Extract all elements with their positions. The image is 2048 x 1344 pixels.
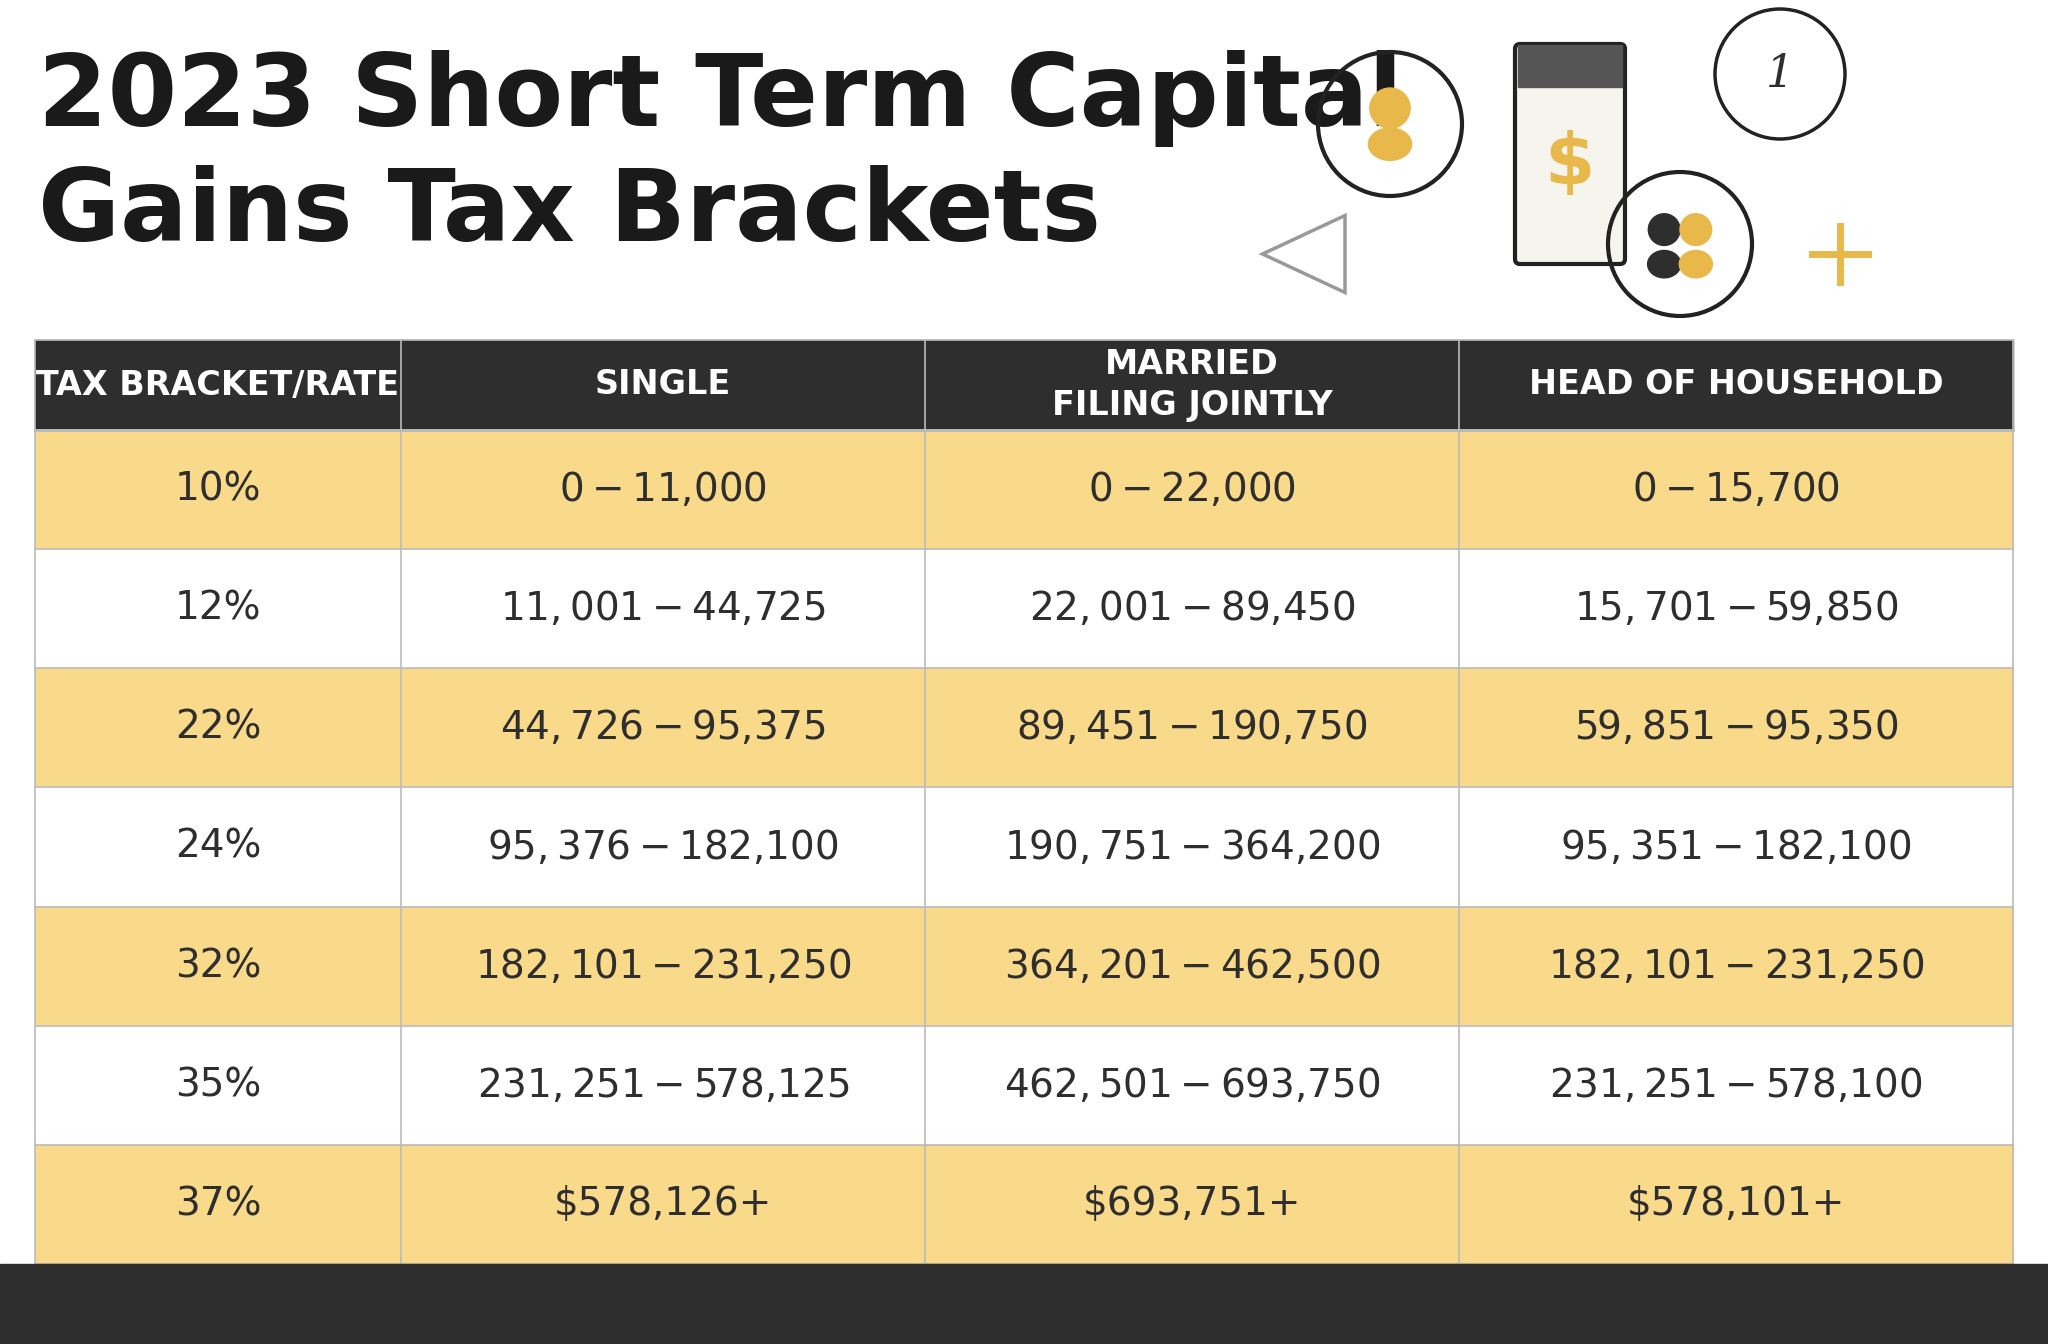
- Ellipse shape: [1647, 250, 1681, 278]
- Circle shape: [1649, 214, 1679, 246]
- Text: $: $: [1544, 130, 1595, 199]
- Text: $95,351 - $182,100: $95,351 - $182,100: [1561, 828, 1913, 867]
- Bar: [35, 1145, 2013, 1263]
- Text: TAX BRACKET/RATE: TAX BRACKET/RATE: [37, 368, 399, 402]
- Text: 1: 1: [1765, 52, 1794, 95]
- Bar: [35, 788, 2013, 907]
- Circle shape: [1679, 214, 1712, 246]
- Text: 22%: 22%: [174, 708, 262, 747]
- Bar: [35, 430, 2013, 550]
- Circle shape: [1370, 87, 1411, 128]
- Text: $231,251 - $578,100: $231,251 - $578,100: [1550, 1066, 1923, 1105]
- Bar: [35, 907, 2013, 1025]
- Text: 12%: 12%: [174, 590, 262, 628]
- FancyBboxPatch shape: [1516, 44, 1624, 263]
- Text: $11,001 - $44,725: $11,001 - $44,725: [500, 589, 825, 628]
- Text: Gains Tax Brackets: Gains Tax Brackets: [39, 165, 1102, 262]
- Text: 35%: 35%: [174, 1066, 260, 1105]
- Bar: [0, 1263, 2048, 1344]
- Text: $364,201 - $462,500: $364,201 - $462,500: [1004, 946, 1380, 985]
- Text: HEAD OF HOUSEHOLD: HEAD OF HOUSEHOLD: [1528, 368, 1944, 402]
- Bar: [35, 668, 2013, 788]
- Text: 10%: 10%: [174, 470, 262, 508]
- Text: $0 - $11,000: $0 - $11,000: [559, 470, 766, 509]
- Ellipse shape: [1368, 128, 1411, 160]
- Text: $22,001 - $89,450: $22,001 - $89,450: [1028, 589, 1356, 628]
- Text: 32%: 32%: [174, 948, 262, 985]
- Text: $95,376 - $182,100: $95,376 - $182,100: [487, 828, 840, 867]
- Text: $693,751+: $693,751+: [1083, 1185, 1300, 1223]
- Bar: [35, 1025, 2013, 1145]
- Text: $231,251 - $578,125: $231,251 - $578,125: [477, 1066, 850, 1105]
- Text: $578,126+: $578,126+: [553, 1185, 772, 1223]
- Text: $578,101+: $578,101+: [1626, 1185, 1845, 1223]
- Text: 2023 Short Term Capital: 2023 Short Term Capital: [39, 50, 1403, 146]
- Bar: [1518, 44, 1622, 87]
- Text: $0 - $22,000: $0 - $22,000: [1087, 470, 1296, 509]
- Text: Source: TheCollegeInvestor.com: Source: TheCollegeInvestor.com: [1563, 1290, 2009, 1318]
- Text: $190,751 - $364,200: $190,751 - $364,200: [1004, 828, 1380, 867]
- Ellipse shape: [1679, 250, 1712, 278]
- Text: $462,501 - $693,750: $462,501 - $693,750: [1004, 1066, 1380, 1105]
- Text: MARRIED
FILING JOINTLY: MARRIED FILING JOINTLY: [1053, 348, 1333, 422]
- Text: $89,451 - $190,750: $89,451 - $190,750: [1016, 708, 1368, 747]
- Text: 37%: 37%: [174, 1185, 262, 1223]
- Text: THE COLLEGE INVESTOR: THE COLLEGE INVESTOR: [68, 1290, 444, 1318]
- Text: $15,701 - $59,850: $15,701 - $59,850: [1573, 589, 1898, 628]
- Text: SINGLE: SINGLE: [594, 368, 731, 402]
- Text: $0 - $15,700: $0 - $15,700: [1632, 470, 1839, 509]
- Text: 24%: 24%: [174, 828, 262, 866]
- Text: ◆: ◆: [39, 1289, 61, 1318]
- Bar: [35, 550, 2013, 668]
- Text: $182,101 - $231,250: $182,101 - $231,250: [1548, 946, 1925, 985]
- Bar: [35, 340, 2013, 430]
- Text: $182,101 - $231,250: $182,101 - $231,250: [475, 946, 852, 985]
- Text: $59,851 - $95,350: $59,851 - $95,350: [1573, 708, 1898, 747]
- Text: $44,726 - $95,375: $44,726 - $95,375: [500, 708, 825, 747]
